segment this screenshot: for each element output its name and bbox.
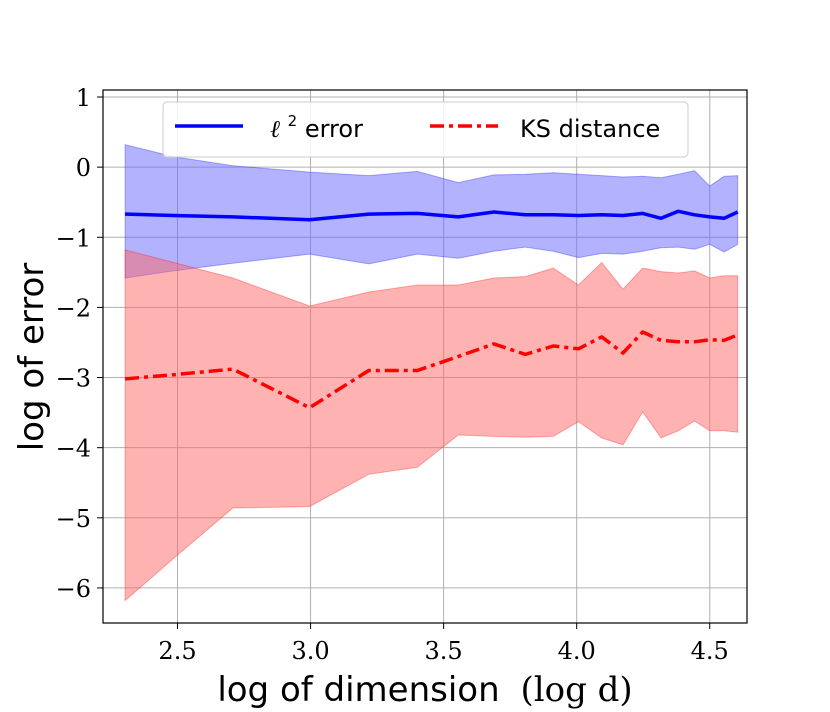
y-tick-label: 0 xyxy=(76,154,91,182)
y-tick-label: −3 xyxy=(56,365,91,393)
x-tick-label: 4.0 xyxy=(558,637,596,665)
y-tick-label: −1 xyxy=(56,224,91,252)
x-tick-label: 3.5 xyxy=(425,637,463,665)
ks-distance-line xyxy=(124,330,739,410)
x-axis-ticks: 2.5 3.0 3.5 4.0 4.5 xyxy=(158,623,729,665)
legend-box xyxy=(162,101,689,158)
y-tick-label: −2 xyxy=(56,294,91,322)
ks-distance-band xyxy=(124,249,739,602)
legend: ℓ 2 error KS distance xyxy=(162,101,689,158)
x-tick-label: 2.5 xyxy=(158,637,196,665)
x-axis-title-text: log of dimension xyxy=(217,670,499,710)
y-tick-label: 1 xyxy=(76,84,91,112)
legend-label-l2-main: ℓ xyxy=(270,115,280,143)
legend-label-l2-rest: error xyxy=(305,115,363,143)
x-tick-label: 4.5 xyxy=(691,637,729,665)
x-axis-title: log of dimension (log d) xyxy=(217,670,632,710)
l2-error-line xyxy=(125,209,739,222)
l2-error-band xyxy=(124,144,739,279)
y-tick-label: −5 xyxy=(56,505,91,533)
series-lines xyxy=(124,209,739,410)
x-tick-label: 3.0 xyxy=(291,637,329,665)
confidence-bands xyxy=(124,144,739,602)
plot-frame xyxy=(102,89,748,624)
legend-label-l2-sup: 2 xyxy=(288,112,298,130)
y-tick-label: −6 xyxy=(56,575,91,603)
y-axis-title: log of error xyxy=(12,263,52,452)
x-axis-title-math: (log d) xyxy=(520,670,632,710)
legend-label-l2: ℓ 2 error xyxy=(270,104,363,143)
y-axis-ticks: 1 0 −1 −2 −3 −4 −5 −6 xyxy=(56,84,103,603)
y-tick-label: −4 xyxy=(56,435,91,463)
legend-label-ks: KS distance xyxy=(520,115,660,143)
